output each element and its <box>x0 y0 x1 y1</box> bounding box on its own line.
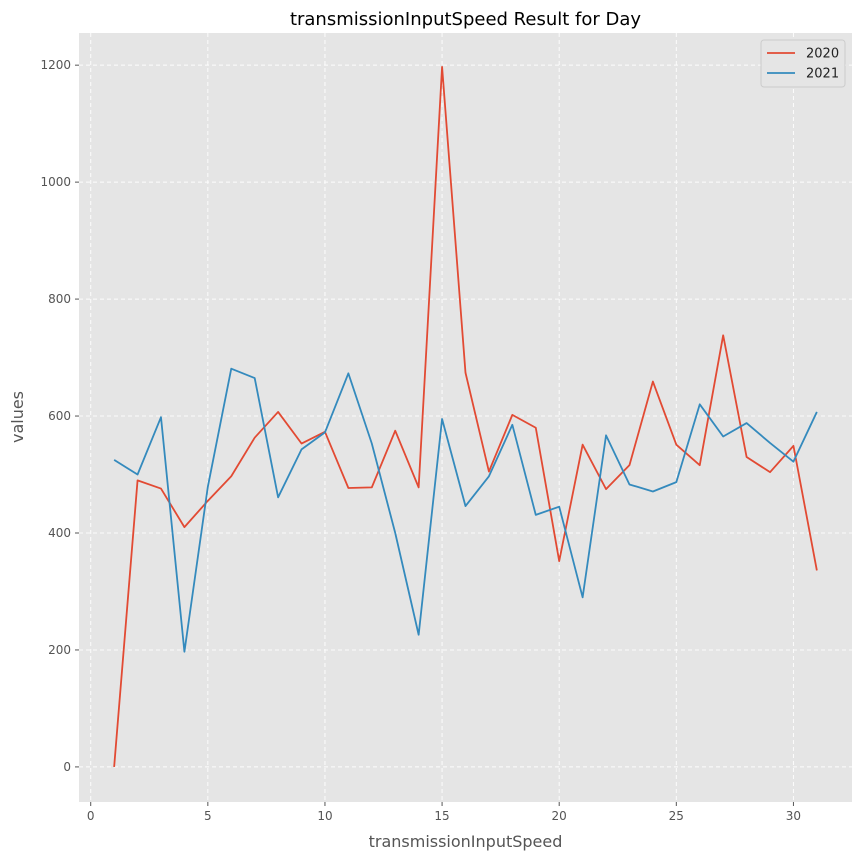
x-tick-label: 5 <box>204 809 212 823</box>
x-tick-label: 15 <box>434 809 449 823</box>
x-tick-label: 25 <box>669 809 684 823</box>
y-tick-label: 1000 <box>40 175 71 189</box>
series-line-2020 <box>113 66 818 767</box>
y-tick-label: 600 <box>48 409 71 423</box>
y-tick-label: 400 <box>48 526 71 540</box>
x-tick-label: 10 <box>317 809 332 823</box>
legend: 2020 2021 <box>760 39 846 88</box>
x-axis-label: transmissionInputSpeed <box>369 832 563 851</box>
chart-title: transmissionInputSpeed Result for Day <box>290 9 641 30</box>
x-tick-label: 30 <box>786 809 801 823</box>
x-tick-label: 0 <box>87 809 95 823</box>
plot-background <box>79 33 852 802</box>
y-tick-label: 0 <box>63 760 71 774</box>
y-tick-label: 1200 <box>40 58 71 72</box>
legend-items: 2020 2021 <box>767 47 839 82</box>
legend-label-2021: 2021 <box>806 67 839 82</box>
axis-layer: 0 5 10 15 20 25 30 0 200 400 600 800 1000 1200 <box>40 58 801 823</box>
y-axis-label: values <box>8 391 27 443</box>
legend-label-2020: 2020 <box>806 47 839 62</box>
legend-box <box>760 39 846 88</box>
x-tick-label: 20 <box>552 809 567 823</box>
series-line-2021 <box>113 367 818 653</box>
y-tick-label: 800 <box>48 292 71 306</box>
grid-layer <box>79 33 852 802</box>
y-tick-label: 200 <box>48 643 71 657</box>
series-layer <box>113 66 818 767</box>
